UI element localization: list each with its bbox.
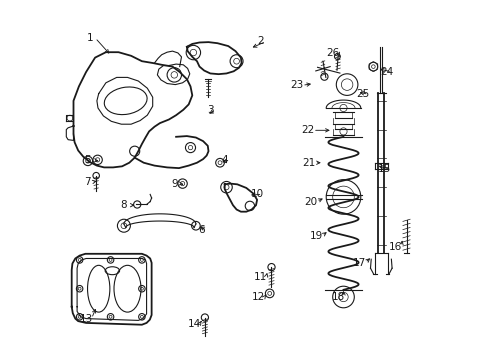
Text: 26: 26 (325, 48, 339, 58)
Text: 2: 2 (257, 36, 264, 46)
Text: 7: 7 (84, 177, 91, 187)
Text: 6: 6 (198, 225, 204, 235)
Text: 10: 10 (250, 189, 263, 199)
Text: 4: 4 (221, 155, 227, 165)
Text: 17: 17 (352, 258, 366, 268)
Text: 24: 24 (379, 67, 392, 77)
Text: 13: 13 (80, 314, 93, 324)
Text: 11: 11 (254, 272, 267, 282)
Text: 14: 14 (187, 319, 200, 329)
Text: 19: 19 (309, 231, 323, 241)
Text: 22: 22 (300, 125, 313, 135)
Text: 23: 23 (289, 80, 303, 90)
Text: 25: 25 (356, 89, 369, 99)
Text: 3: 3 (206, 105, 213, 115)
Text: 20: 20 (304, 197, 317, 207)
Text: 9: 9 (171, 179, 177, 189)
Text: 8: 8 (121, 200, 127, 210)
Text: 15: 15 (378, 164, 391, 174)
Text: 18: 18 (331, 292, 344, 302)
Text: 12: 12 (252, 292, 265, 302)
Text: 16: 16 (388, 242, 402, 252)
Text: 5: 5 (84, 155, 91, 165)
Text: 21: 21 (302, 158, 315, 168)
Text: 1: 1 (86, 33, 93, 43)
